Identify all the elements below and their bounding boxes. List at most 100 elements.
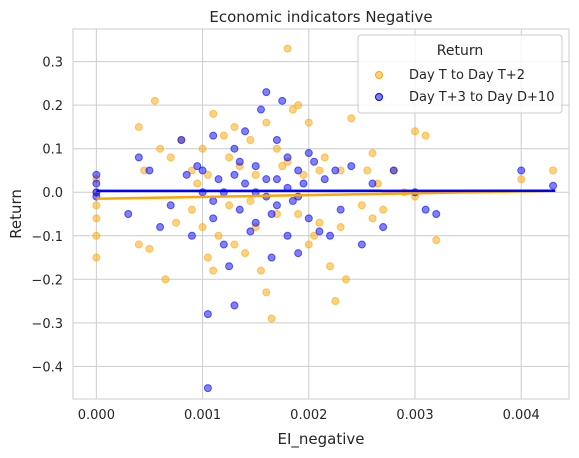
series-1 <box>92 88 558 393</box>
data-point <box>92 253 101 262</box>
data-point <box>272 175 281 184</box>
legend-label-day-t-to-t2: Day T to Day T+2 <box>409 68 525 83</box>
data-point <box>225 153 234 162</box>
data-point <box>166 201 175 210</box>
data-point <box>235 157 244 166</box>
data-point <box>214 175 223 184</box>
data-point <box>315 166 324 175</box>
data-point <box>166 153 175 162</box>
y-tick-label: −0.1 <box>31 230 63 245</box>
data-point <box>198 223 207 232</box>
trend-line-0 <box>96 189 556 201</box>
x-tick-label: 0.003 <box>396 408 433 423</box>
x-axis-label: EI_negative <box>277 430 364 449</box>
data-point <box>549 166 558 175</box>
chart-title: Economic indicators Negative <box>209 8 432 26</box>
data-point <box>92 170 101 179</box>
data-point <box>310 157 319 166</box>
data-point <box>230 122 239 131</box>
data-point <box>150 96 159 105</box>
data-point <box>219 131 228 140</box>
x-tick-labels: 0.000 0.001 0.002 0.003 0.004 <box>78 408 540 423</box>
data-point <box>209 214 218 223</box>
data-point <box>92 179 101 188</box>
data-point <box>246 136 255 144</box>
plot-frame <box>72 28 570 400</box>
data-point <box>283 231 292 240</box>
data-point <box>304 149 313 158</box>
data-point <box>256 266 265 275</box>
data-point <box>251 162 260 171</box>
data-point <box>156 223 165 232</box>
data-point <box>294 101 303 110</box>
y-tick-label: 0.3 <box>42 56 63 71</box>
data-point <box>357 201 366 210</box>
data-point <box>304 118 313 127</box>
data-point <box>203 384 212 393</box>
y-tick-label: 0.2 <box>42 99 63 114</box>
data-point <box>209 196 218 205</box>
data-point <box>172 218 181 227</box>
data-point <box>304 214 313 223</box>
data-point <box>225 201 234 210</box>
data-point <box>92 201 101 210</box>
data-point <box>278 96 287 105</box>
data-point <box>209 266 218 275</box>
data-point <box>368 214 377 223</box>
data-point <box>246 196 255 205</box>
data-point <box>219 240 228 249</box>
x-tick-label: 0.000 <box>78 408 115 423</box>
data-point <box>230 170 239 179</box>
data-point <box>299 179 308 188</box>
data-point <box>331 297 340 306</box>
data-point <box>193 162 202 171</box>
legend-box <box>357 34 563 114</box>
data-point <box>549 181 558 190</box>
data-point <box>410 127 419 136</box>
data-point <box>187 231 196 240</box>
data-point <box>134 240 143 249</box>
data-point <box>267 314 276 323</box>
data-point <box>368 179 377 188</box>
data-point <box>145 244 154 253</box>
y-tick-label: 0.1 <box>42 143 63 158</box>
data-point <box>230 144 239 153</box>
data-point <box>294 166 303 175</box>
data-point <box>262 288 271 297</box>
legend-title: Return <box>437 43 483 59</box>
data-point <box>288 105 297 114</box>
data-point <box>262 118 271 127</box>
data-point <box>357 240 366 249</box>
y-tick-label: −0.4 <box>31 360 63 375</box>
data-point <box>272 144 281 153</box>
data-point <box>320 175 329 184</box>
data-point <box>92 214 101 223</box>
data-point <box>214 231 223 240</box>
data-point <box>262 175 271 184</box>
data-point <box>517 175 526 184</box>
data-point <box>432 236 441 245</box>
data-point <box>187 205 196 214</box>
data-point <box>92 231 101 240</box>
data-point <box>177 136 186 144</box>
data-point <box>156 144 165 153</box>
data-point <box>256 105 265 114</box>
data-point <box>209 131 218 140</box>
data-point <box>193 179 202 188</box>
data-point <box>272 201 281 210</box>
data-point <box>299 170 308 179</box>
data-point <box>294 210 303 218</box>
data-point <box>246 227 255 236</box>
data-point <box>336 205 345 214</box>
data-point <box>315 218 324 227</box>
data-point <box>288 196 297 205</box>
data-point <box>134 122 143 131</box>
data-point <box>347 114 356 123</box>
legend-marker-day-t3-to-d10 <box>375 93 383 101</box>
data-point <box>203 170 212 179</box>
data-point <box>241 179 250 188</box>
data-point <box>315 227 324 236</box>
data-point <box>421 131 430 140</box>
data-point <box>421 205 430 214</box>
data-point <box>326 231 335 240</box>
